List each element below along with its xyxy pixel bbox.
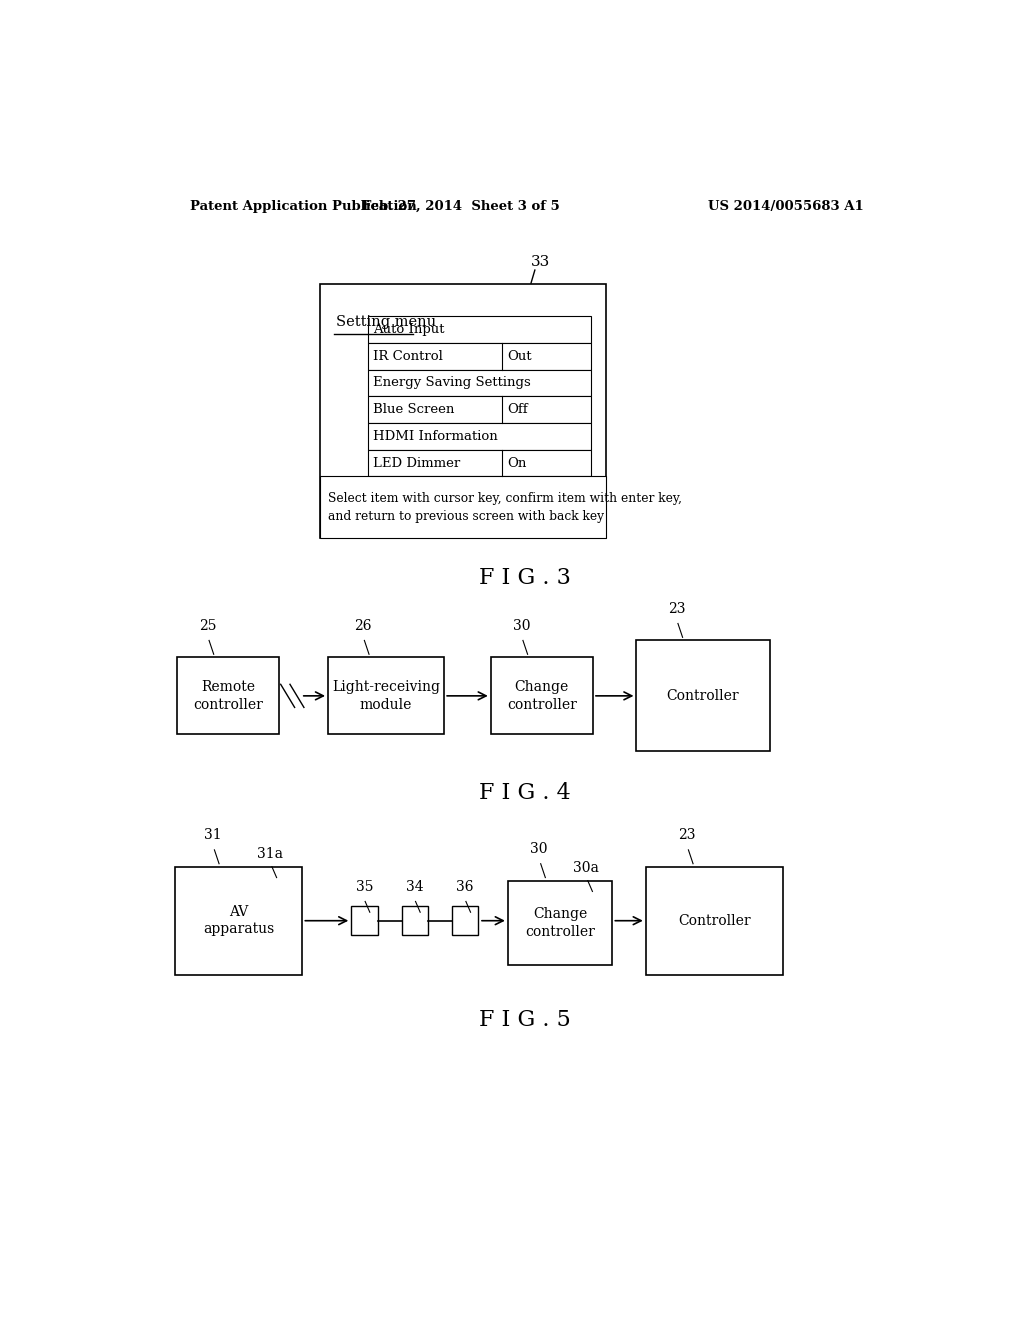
Text: Feb. 27, 2014  Sheet 3 of 5: Feb. 27, 2014 Sheet 3 of 5	[362, 199, 560, 213]
Text: Light-receiving
module: Light-receiving module	[332, 680, 440, 711]
Text: On: On	[507, 457, 526, 470]
Text: 23: 23	[678, 828, 695, 842]
Text: Energy Saving Settings: Energy Saving Settings	[373, 376, 530, 389]
Text: 30: 30	[530, 842, 548, 857]
Text: 31: 31	[204, 828, 221, 842]
Text: Controller: Controller	[678, 913, 751, 928]
Text: HDMI Information: HDMI Information	[373, 430, 498, 444]
Bar	[369, 343, 592, 370]
Bar	[369, 370, 592, 396]
Text: F I G . 4: F I G . 4	[479, 781, 570, 804]
Text: Change
controller: Change controller	[525, 907, 595, 939]
Bar	[508, 880, 612, 965]
Text: Auto Input: Auto Input	[373, 323, 444, 337]
Bar	[177, 657, 280, 734]
Bar	[401, 906, 428, 936]
Bar	[328, 657, 444, 734]
Text: Off: Off	[507, 403, 527, 416]
Text: 30: 30	[513, 619, 530, 632]
Text: AV
apparatus: AV apparatus	[203, 906, 274, 936]
Bar	[369, 396, 592, 422]
Text: Remote
controller: Remote controller	[194, 680, 263, 711]
Text: Blue Screen: Blue Screen	[373, 403, 455, 416]
Text: 31a: 31a	[257, 846, 284, 861]
Bar	[369, 317, 592, 343]
Bar	[351, 906, 378, 936]
Bar	[369, 450, 592, 477]
Text: F I G . 5: F I G . 5	[479, 1010, 570, 1031]
Bar	[646, 867, 783, 974]
Text: IR Control: IR Control	[373, 350, 442, 363]
Text: F I G . 3: F I G . 3	[479, 566, 570, 589]
Text: 36: 36	[457, 879, 474, 894]
Text: 33: 33	[530, 255, 550, 268]
Text: 34: 34	[406, 879, 424, 894]
Text: Out: Out	[507, 350, 531, 363]
Bar	[369, 422, 592, 450]
Bar	[174, 867, 302, 974]
Bar	[321, 284, 606, 539]
Bar	[490, 657, 593, 734]
Text: 25: 25	[199, 619, 216, 632]
Bar	[636, 640, 770, 751]
Text: Controller: Controller	[667, 689, 739, 702]
Text: 23: 23	[668, 602, 685, 615]
Bar	[321, 477, 606, 539]
Text: Patent Application Publication: Patent Application Publication	[190, 199, 417, 213]
Text: 30a: 30a	[573, 861, 599, 875]
Text: 26: 26	[354, 619, 372, 632]
Text: Select item with cursor key, confirm item with enter key,
and return to previous: Select item with cursor key, confirm ite…	[328, 492, 682, 523]
Text: US 2014/0055683 A1: US 2014/0055683 A1	[709, 199, 864, 213]
Bar	[452, 906, 478, 936]
Text: Change
controller: Change controller	[507, 680, 577, 711]
Text: LED Dimmer: LED Dimmer	[373, 457, 460, 470]
Text: 35: 35	[355, 879, 373, 894]
Text: Setting menu: Setting menu	[336, 314, 436, 329]
